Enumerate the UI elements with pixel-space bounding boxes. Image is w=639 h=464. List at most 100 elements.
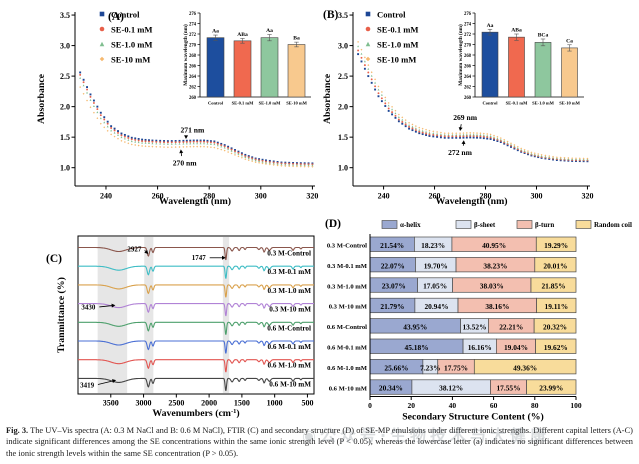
svg-text:0.3 M-10 mM: 0.3 M-10 mM xyxy=(329,304,368,311)
svg-text:1.5: 1.5 xyxy=(60,133,70,142)
svg-text:268: 268 xyxy=(464,54,472,59)
svg-text:17.05%: 17.05% xyxy=(423,282,447,291)
svg-text:Absorbance: Absorbance xyxy=(36,73,47,124)
svg-text:ABa: ABa xyxy=(237,32,248,38)
svg-text:0.6 M-10 mM: 0.6 M-10 mM xyxy=(329,385,368,392)
svg-text:Aa: Aa xyxy=(212,29,219,35)
svg-text:260: 260 xyxy=(429,192,441,201)
caption-label: Fig. 3. xyxy=(6,426,29,435)
svg-text:SE-1.0 mM: SE-1.0 mM xyxy=(259,101,282,106)
svg-text:3.0: 3.0 xyxy=(60,41,70,50)
svg-text:38.03%: 38.03% xyxy=(480,282,504,291)
svg-text:266: 266 xyxy=(189,64,197,69)
panel-a-uvvis: 240 260 280 300 320 1.0 1.5 2.0 2.5 3.0 3.5 Wavelen… xyxy=(0,0,320,217)
svg-text:SE-10 mM: SE-10 mM xyxy=(559,101,580,106)
svg-text:0.6 M-1.0 mM: 0.6 M-1.0 mM xyxy=(267,362,311,370)
caption-text: The UV–Vis spectra (A: 0.3 M NaCl and B:… xyxy=(6,426,633,458)
svg-text:α-helix: α-helix xyxy=(400,221,421,229)
svg-text:0.3 M-1.0 mM: 0.3 M-1.0 mM xyxy=(327,283,368,290)
svg-text:SE-0.1 mM: SE-0.1 mM xyxy=(377,25,419,35)
svg-text:38.12%: 38.12% xyxy=(439,384,463,393)
svg-text:0.6 M-0.1 mM: 0.6 M-0.1 mM xyxy=(267,343,311,351)
svg-text:266: 266 xyxy=(464,64,472,69)
svg-text:1747: 1747 xyxy=(192,254,207,262)
svg-text:SE-10 mM: SE-10 mM xyxy=(286,101,307,106)
svg-text:SE-1.0 mM: SE-1.0 mM xyxy=(377,40,419,50)
panel-d-structure: α-helix β-sheet β-turn Random coil 21.54% 18.… xyxy=(320,212,639,429)
svg-text:3.0: 3.0 xyxy=(338,41,348,50)
svg-text:19.11%: 19.11% xyxy=(545,302,569,311)
svg-text:Aa: Aa xyxy=(487,23,494,29)
uv-vis-chart-b: 240 260 280 300 320 1.0 1.5 2.0 2.5 3.0 3.5 Wavelen… xyxy=(322,9,593,207)
svg-text:SE-0.1 mM: SE-0.1 mM xyxy=(506,101,529,106)
svg-text:SE-1.0 mM: SE-1.0 mM xyxy=(111,40,153,50)
svg-text:3430: 3430 xyxy=(81,304,96,312)
svg-text:276: 276 xyxy=(189,12,197,17)
svg-text:Maximum wavelength (nm): Maximum wavelength (nm) xyxy=(457,24,464,86)
svg-text:268: 268 xyxy=(189,54,197,59)
svg-text:7.23%: 7.23% xyxy=(420,363,440,372)
svg-text:Ba: Ba xyxy=(293,36,300,42)
secondary-structure-chart: α-helix β-sheet β-turn Random coil 21.54% 18.… xyxy=(325,218,632,423)
svg-text:19.04%: 19.04% xyxy=(504,343,528,352)
svg-text:2.5: 2.5 xyxy=(338,72,348,81)
svg-text:2.5: 2.5 xyxy=(60,72,70,81)
svg-text:Random coil: Random coil xyxy=(594,221,632,229)
uv-vis-chart-a: 240 260 280 300 320 1.0 1.5 2.0 2.5 3.0 3.5 Wavelen… xyxy=(36,10,318,208)
svg-text:20.32%: 20.32% xyxy=(543,323,567,332)
svg-text:3419: 3419 xyxy=(80,381,95,389)
svg-text:2.0: 2.0 xyxy=(60,102,70,111)
svg-text:3.5: 3.5 xyxy=(60,11,70,20)
svg-text:20: 20 xyxy=(407,401,415,410)
svg-text:2927: 2927 xyxy=(127,245,142,253)
svg-text:2.0: 2.0 xyxy=(338,102,348,111)
svg-text:43.95%: 43.95% xyxy=(403,323,427,332)
svg-text:276: 276 xyxy=(464,12,472,17)
svg-text:Tranmittance (%): Tranmittance (%) xyxy=(56,277,67,353)
svg-text:240: 240 xyxy=(378,192,390,201)
svg-text:264: 264 xyxy=(189,75,197,80)
svg-text:280: 280 xyxy=(480,192,492,201)
panel-c-ftir: 0.3 M-Control 0.3 M-0.1 mM 0.3 M-1.0 mM 0.3… xyxy=(0,212,320,429)
svg-text:3.5: 3.5 xyxy=(338,11,348,20)
svg-text:274: 274 xyxy=(464,22,472,27)
svg-text:Ca: Ca xyxy=(566,38,573,44)
svg-text:20.01%: 20.01% xyxy=(543,261,567,270)
svg-text:272: 272 xyxy=(189,33,197,38)
svg-text:ABa: ABa xyxy=(511,28,522,34)
svg-text:320: 320 xyxy=(581,192,593,201)
svg-text:240: 240 xyxy=(100,192,112,201)
svg-text:320: 320 xyxy=(306,192,318,201)
svg-text:280: 280 xyxy=(203,192,215,201)
svg-text:(C): (C) xyxy=(46,253,62,265)
svg-text:Control: Control xyxy=(111,10,140,20)
svg-text:0.6 M-Control: 0.6 M-Control xyxy=(327,324,367,331)
svg-text:18.23%: 18.23% xyxy=(421,241,445,250)
svg-text:100: 100 xyxy=(570,401,582,410)
svg-text:0.6 M-10 mM: 0.6 M-10 mM xyxy=(269,380,311,388)
svg-text:21.85%: 21.85% xyxy=(541,282,565,291)
svg-text:25.66%: 25.66% xyxy=(384,363,408,372)
svg-text:500: 500 xyxy=(301,399,313,408)
svg-text:38.16%: 38.16% xyxy=(485,302,509,311)
svg-text:Absorbance: Absorbance xyxy=(322,73,333,124)
svg-text:SE-10 mM: SE-10 mM xyxy=(377,55,416,65)
svg-text:1000: 1000 xyxy=(267,399,283,408)
svg-text:(D): (D) xyxy=(325,218,341,230)
svg-text:2500: 2500 xyxy=(168,399,184,408)
svg-text:Secondary Structure Content (%: Secondary Structure Content (%) xyxy=(402,412,544,423)
svg-text:SE-0.1 mM: SE-0.1 mM xyxy=(111,25,153,35)
svg-text:23.07%: 23.07% xyxy=(382,282,406,291)
svg-text:Control: Control xyxy=(208,101,224,106)
svg-text:1500: 1500 xyxy=(234,399,250,408)
svg-text:300: 300 xyxy=(255,192,267,201)
svg-text:16.16%: 16.16% xyxy=(468,343,492,352)
svg-text:45.18%: 45.18% xyxy=(405,343,429,352)
ftir-chart: 0.3 M-Control 0.3 M-0.1 mM 0.3 M-1.0 mM 0.3… xyxy=(46,235,315,419)
svg-text:21.54%: 21.54% xyxy=(380,241,404,250)
svg-text:0.6 M-0.1 mM: 0.6 M-0.1 mM xyxy=(327,345,368,352)
svg-text:269 nm: 269 nm xyxy=(453,113,478,122)
svg-text:20.94%: 20.94% xyxy=(424,302,448,311)
svg-text:BCa: BCa xyxy=(538,32,549,38)
